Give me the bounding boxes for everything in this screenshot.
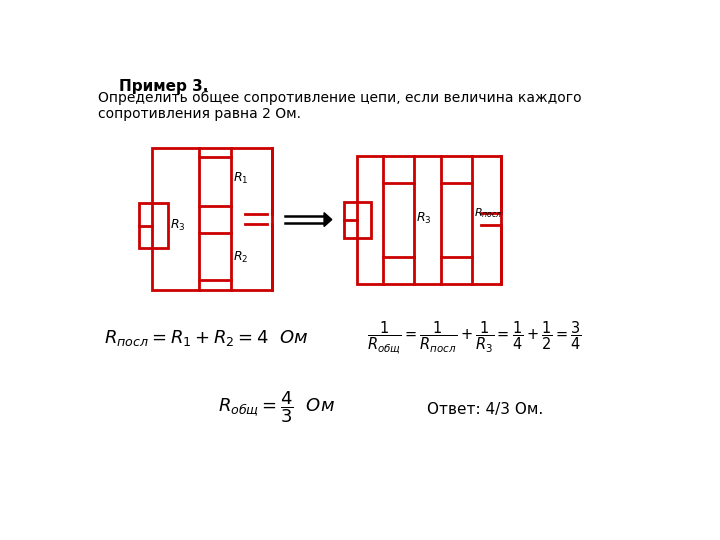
- Text: $R_{общ} = \dfrac{4}{3}\ \ Ом$: $R_{общ} = \dfrac{4}{3}\ \ Ом$: [218, 390, 335, 426]
- Text: Определить общее сопротивление цепи, если величина каждого
сопротивления равна 2: Определить общее сопротивление цепи, есл…: [98, 91, 581, 122]
- Bar: [199, 233, 231, 280]
- Text: $\dfrac{1}{R_{общ}} = \dfrac{1}{R_{посл}} + \dfrac{1}{R_3} = \dfrac{1}{4} + \dfr: $\dfrac{1}{R_{общ}} = \dfrac{1}{R_{посл}…: [367, 319, 582, 356]
- Text: $R_2$: $R_2$: [233, 249, 248, 265]
- Bar: [357, 156, 500, 284]
- Bar: [344, 202, 372, 238]
- Bar: [441, 183, 472, 257]
- Text: $R_3$: $R_3$: [415, 211, 431, 226]
- Text: Ответ: 4/3 Ом.: Ответ: 4/3 Ом.: [427, 402, 544, 417]
- Bar: [152, 148, 272, 289]
- Text: $R_{посл}$: $R_{посл}$: [474, 206, 503, 220]
- Text: $R_1$: $R_1$: [233, 171, 249, 186]
- Bar: [139, 204, 168, 248]
- Bar: [199, 157, 231, 206]
- Text: Пример 3.: Пример 3.: [120, 79, 209, 93]
- Polygon shape: [324, 213, 332, 226]
- Text: $R_3$: $R_3$: [170, 218, 185, 233]
- Bar: [383, 183, 414, 257]
- Text: $R_{посл} = R_1 + R_2 = 4\ \ Ом$: $R_{посл} = R_1 + R_2 = 4\ \ Ом$: [104, 328, 308, 348]
